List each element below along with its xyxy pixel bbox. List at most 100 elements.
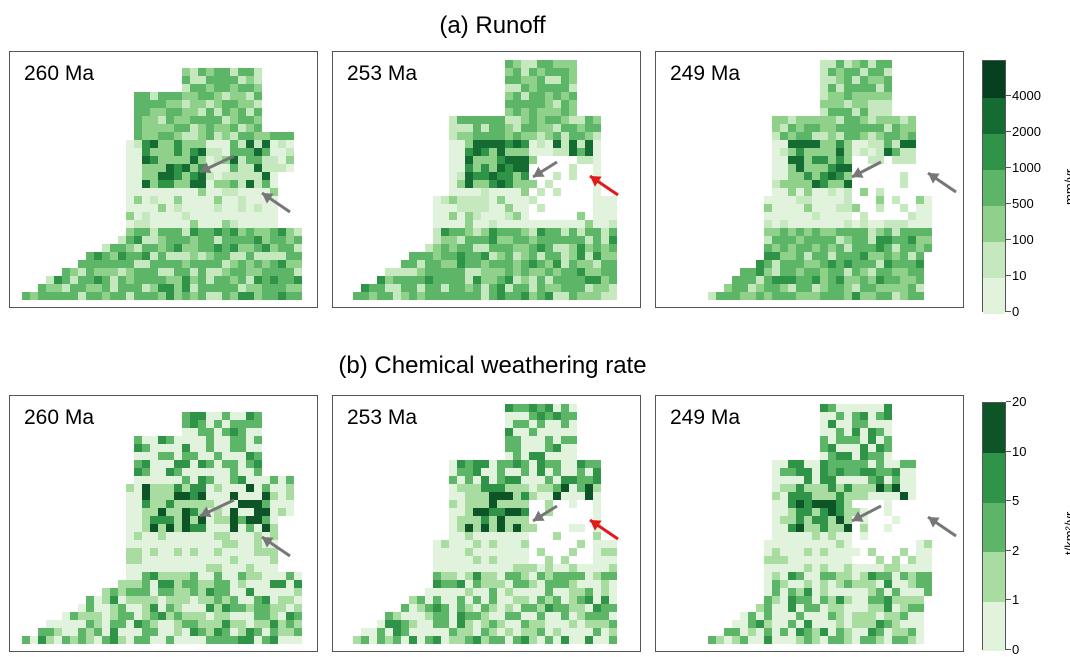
colorbar-tick	[1006, 500, 1011, 501]
map-cell	[876, 620, 884, 628]
map-cell	[609, 612, 617, 620]
map-cell	[561, 620, 569, 628]
map-cell	[278, 492, 286, 500]
map-cell	[908, 620, 916, 628]
map-cell	[924, 572, 932, 580]
map-cell	[788, 636, 796, 644]
map-cell	[449, 548, 457, 556]
map-cell	[158, 580, 166, 588]
map-cell	[230, 268, 238, 276]
map-cell	[377, 636, 385, 644]
map-cell	[489, 524, 497, 532]
map-cell	[585, 580, 593, 588]
map-cell	[916, 244, 924, 252]
map-cell	[820, 108, 828, 116]
panel-age-label: 253 Ma	[345, 62, 419, 86]
map-cell	[561, 284, 569, 292]
map-cell	[513, 604, 521, 612]
map-cell	[246, 172, 254, 180]
map-cell	[270, 148, 278, 156]
map-cell	[214, 260, 222, 268]
map-cell	[222, 580, 230, 588]
map-cell	[206, 220, 214, 228]
map-cell	[521, 556, 529, 564]
colorbar-tick-label: 4000	[1012, 89, 1041, 102]
map-cell	[425, 596, 433, 604]
colorbar-segment	[983, 601, 1005, 651]
map-cell	[569, 548, 577, 556]
map-cell	[126, 516, 134, 524]
map-cell	[254, 604, 262, 612]
map-cell	[134, 204, 142, 212]
map-cell	[593, 212, 601, 220]
map-cell	[820, 484, 828, 492]
map-cell	[206, 492, 214, 500]
map-cell	[521, 276, 529, 284]
map-cell	[166, 436, 174, 444]
map-cell	[473, 252, 481, 260]
map-cell	[481, 588, 489, 596]
map-cell	[884, 484, 892, 492]
map-cell	[222, 572, 230, 580]
map-cell	[206, 460, 214, 468]
map-cell	[884, 588, 892, 596]
map-cell	[230, 620, 238, 628]
map-cell	[553, 132, 561, 140]
map-cell	[788, 212, 796, 220]
map-cell	[908, 460, 916, 468]
map-cell	[230, 444, 238, 452]
map-cell	[601, 244, 609, 252]
map-cell	[110, 244, 118, 252]
map-cell	[836, 540, 844, 548]
map-cell	[62, 620, 70, 628]
colorbar-segment	[983, 403, 1005, 453]
map-cell	[417, 628, 425, 636]
map-cell	[828, 196, 836, 204]
map-cell	[812, 260, 820, 268]
map-cell	[353, 636, 361, 644]
map-cell	[246, 540, 254, 548]
map-cell	[796, 164, 804, 172]
map-cell	[126, 196, 134, 204]
map-cell	[497, 468, 505, 476]
map-cell	[377, 292, 385, 300]
map-cell	[545, 428, 553, 436]
map-cell	[142, 452, 150, 460]
map-cell	[174, 612, 182, 620]
map-cell	[593, 620, 601, 628]
map-cell	[545, 412, 553, 420]
colorbar-tick	[1006, 203, 1011, 204]
map-cell	[553, 276, 561, 284]
map-cell	[190, 100, 198, 108]
map-cell	[788, 628, 796, 636]
map-cell	[449, 124, 457, 132]
map-cell	[497, 524, 505, 532]
map-cell	[166, 116, 174, 124]
map-cell	[166, 156, 174, 164]
map-cell	[788, 604, 796, 612]
map-cell	[820, 156, 828, 164]
map-cell	[134, 188, 142, 196]
map-cell	[134, 564, 142, 572]
map-cell	[206, 548, 214, 556]
map-cell	[900, 260, 908, 268]
map-cell	[868, 588, 876, 596]
map-cell	[796, 468, 804, 476]
map-cell	[756, 268, 764, 276]
map-cell	[852, 572, 860, 580]
map-cell	[150, 500, 158, 508]
map-cell	[222, 548, 230, 556]
map-cell	[537, 252, 545, 260]
map-cell	[222, 596, 230, 604]
map-cell	[385, 276, 393, 284]
map-cell	[780, 540, 788, 548]
map-cell	[788, 476, 796, 484]
map-cell	[150, 188, 158, 196]
map-cell	[190, 548, 198, 556]
map-cell	[844, 428, 852, 436]
map-cell	[820, 564, 828, 572]
map-cell	[118, 260, 126, 268]
map-cell	[884, 460, 892, 468]
map-cell	[892, 140, 900, 148]
map-cell	[804, 460, 812, 468]
